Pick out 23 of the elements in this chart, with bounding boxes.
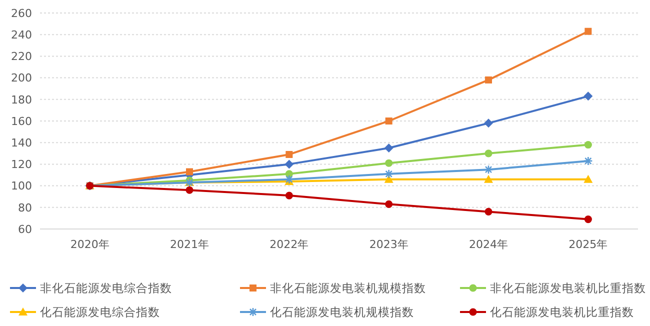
y-tick-label: 260 xyxy=(11,6,32,20)
y-tick-label: 220 xyxy=(11,50,32,64)
legend-label: 非化石能源发电装机比重指数 xyxy=(490,281,646,296)
x-tick-label: 2024年 xyxy=(469,238,508,251)
y-tick-label: 160 xyxy=(11,114,32,128)
legend-label: 化石能源发电综合指数 xyxy=(40,305,160,320)
y-tick-label: 60 xyxy=(18,222,32,236)
x-tick-label: 2025年 xyxy=(568,238,608,251)
y-tick-label: 120 xyxy=(11,158,32,172)
y-tick-label: 200 xyxy=(11,72,32,85)
x-tick-label: 2023年 xyxy=(369,238,408,251)
legend-label: 非化石能源发电综合指数 xyxy=(40,281,172,296)
legend-label: 化石能源发电装机规模指数 xyxy=(270,305,414,320)
legend-label: 非化石能源发电装机规模指数 xyxy=(270,281,426,296)
y-tick-label: 100 xyxy=(11,180,32,193)
x-tick-label: 2020年 xyxy=(70,238,110,251)
y-tick-label: 140 xyxy=(11,136,32,150)
x-tick-label: 2022年 xyxy=(270,238,309,251)
legend-label: 化石能源发电装机比重指数 xyxy=(490,305,634,320)
y-tick-label: 240 xyxy=(11,28,32,42)
y-tick-label: 180 xyxy=(11,93,32,106)
x-tick-label: 2021年 xyxy=(170,238,209,251)
y-tick-label: 80 xyxy=(18,201,32,214)
